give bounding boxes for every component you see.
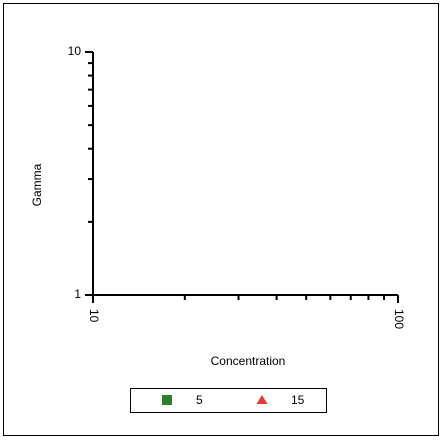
x-tick-label: 100 — [392, 309, 406, 329]
legend-marker — [256, 395, 268, 404]
y-tick-label: 10 — [68, 44, 82, 58]
x-tick-label: 10 — [87, 309, 101, 323]
frame — [3, 3, 439, 436]
y-axis-label: Gamma — [30, 163, 44, 206]
y-tick-label: 1 — [74, 287, 81, 301]
legend-label: 15 — [291, 393, 305, 407]
legend-label: 5 — [196, 393, 203, 407]
x-axis-label: Concentration — [211, 354, 286, 368]
legend-marker — [162, 395, 172, 405]
